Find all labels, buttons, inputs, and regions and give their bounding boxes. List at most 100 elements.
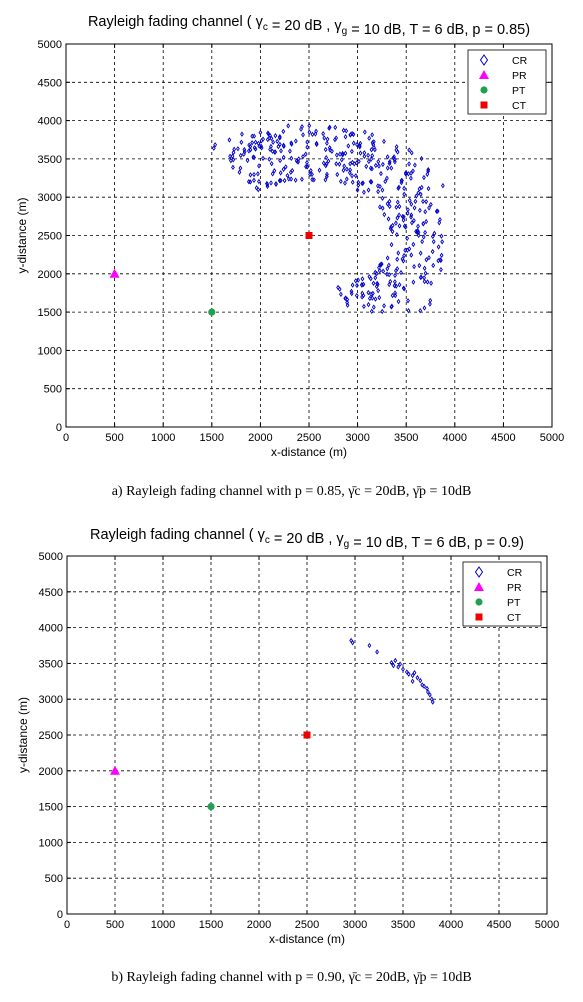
cr-point xyxy=(288,148,292,154)
cr-point xyxy=(335,171,340,178)
legend-label: PR xyxy=(512,70,527,82)
cr-point xyxy=(413,162,417,168)
cr-point xyxy=(428,297,433,304)
cr-point xyxy=(300,176,304,182)
cr-point xyxy=(261,155,265,161)
cr-point xyxy=(367,642,372,649)
cr-point xyxy=(230,153,235,159)
cr-point xyxy=(366,158,371,165)
cr-point xyxy=(393,290,397,296)
cr-point xyxy=(417,186,422,192)
cr-point xyxy=(305,164,310,170)
x-tick-label: 5000 xyxy=(535,919,559,931)
cr-point xyxy=(348,167,353,173)
cr-point xyxy=(423,209,428,215)
y-tick-label: 2000 xyxy=(38,269,62,281)
cr-point xyxy=(349,290,354,297)
cr-point xyxy=(349,288,354,295)
cr-point xyxy=(358,140,363,147)
cr-point xyxy=(395,199,400,205)
cr-point xyxy=(355,187,360,193)
cr-point xyxy=(427,255,431,261)
cr-point xyxy=(282,177,287,184)
legend-label: PT xyxy=(507,597,521,609)
cr-point xyxy=(385,175,389,181)
cr-point xyxy=(350,282,355,288)
cr-point xyxy=(278,177,283,184)
x-tick-label: 3000 xyxy=(343,919,367,931)
x-tick-label: 0 xyxy=(63,432,69,444)
x-tick-label: 4000 xyxy=(443,432,467,444)
cr-point xyxy=(259,143,263,149)
cr-point xyxy=(385,201,390,207)
x-tick-label: 500 xyxy=(105,432,123,444)
cr-point xyxy=(351,131,356,138)
cr-point xyxy=(369,179,374,185)
cr-point xyxy=(366,152,370,158)
y-tick-label: 3000 xyxy=(38,192,62,204)
cr-point xyxy=(426,689,430,695)
cr-point xyxy=(402,252,407,259)
x-tick-label: 3500 xyxy=(391,919,415,931)
cr-point xyxy=(288,169,293,175)
cr-point xyxy=(387,281,392,288)
legend-label: CR xyxy=(507,567,523,579)
y-tick-label: 2500 xyxy=(38,231,62,243)
cr-point xyxy=(344,176,349,182)
x-axis-label: x-distance (m) xyxy=(271,445,347,459)
pt-point xyxy=(208,308,216,316)
x-tick-label: 4000 xyxy=(439,919,463,931)
cr-point xyxy=(305,144,310,150)
cr-point xyxy=(277,177,282,184)
cr-point xyxy=(351,140,356,146)
cr-point xyxy=(389,304,394,310)
cr-point xyxy=(380,308,385,315)
cr-point xyxy=(307,123,312,129)
cr-point xyxy=(236,146,240,152)
cr-point xyxy=(420,682,425,688)
y-tick-label: 1000 xyxy=(39,837,63,849)
cr-point xyxy=(325,171,329,177)
cr-point xyxy=(266,130,270,136)
cr-point xyxy=(407,147,412,153)
cr-point xyxy=(231,149,236,156)
cr-point xyxy=(418,191,423,197)
cr-point xyxy=(256,171,260,177)
cr-point xyxy=(328,147,332,153)
x-tick-label: 5000 xyxy=(540,432,564,444)
cr-point xyxy=(404,669,409,675)
y-tick-label: 4000 xyxy=(38,116,62,128)
cr-point xyxy=(417,262,422,269)
cr-point xyxy=(380,205,385,211)
cr-point xyxy=(257,163,261,169)
cr-point xyxy=(388,225,393,232)
y-tick-label: 5000 xyxy=(39,551,63,563)
cr-point xyxy=(439,252,444,258)
cr-point xyxy=(327,145,332,151)
cr-point xyxy=(341,127,346,134)
legend-label: CT xyxy=(507,612,522,624)
cr-point xyxy=(339,291,343,297)
cr-point xyxy=(394,268,398,274)
cr-point xyxy=(401,666,405,672)
legend-pt-marker xyxy=(475,598,483,606)
y-tick-label: 2000 xyxy=(39,766,63,778)
cr-point xyxy=(421,234,426,240)
cr-point xyxy=(289,155,294,162)
legend-ct-marker xyxy=(480,101,488,109)
cr-point xyxy=(350,639,355,646)
cr-point xyxy=(431,262,436,269)
cr-point xyxy=(350,130,354,137)
cr-point xyxy=(376,287,381,294)
cr-point xyxy=(268,146,272,153)
cr-point xyxy=(251,154,256,160)
cr-point xyxy=(359,281,364,288)
cr-point xyxy=(307,129,312,135)
chart-a: Rayleigh fading channel ( γc = 20 dB , γ… xyxy=(15,14,564,459)
cr-point xyxy=(409,170,413,176)
y-tick-label: 2500 xyxy=(39,730,63,742)
cr-point xyxy=(356,182,361,188)
cr-point xyxy=(346,143,351,149)
cr-point xyxy=(385,266,390,272)
cr-point xyxy=(369,291,373,297)
